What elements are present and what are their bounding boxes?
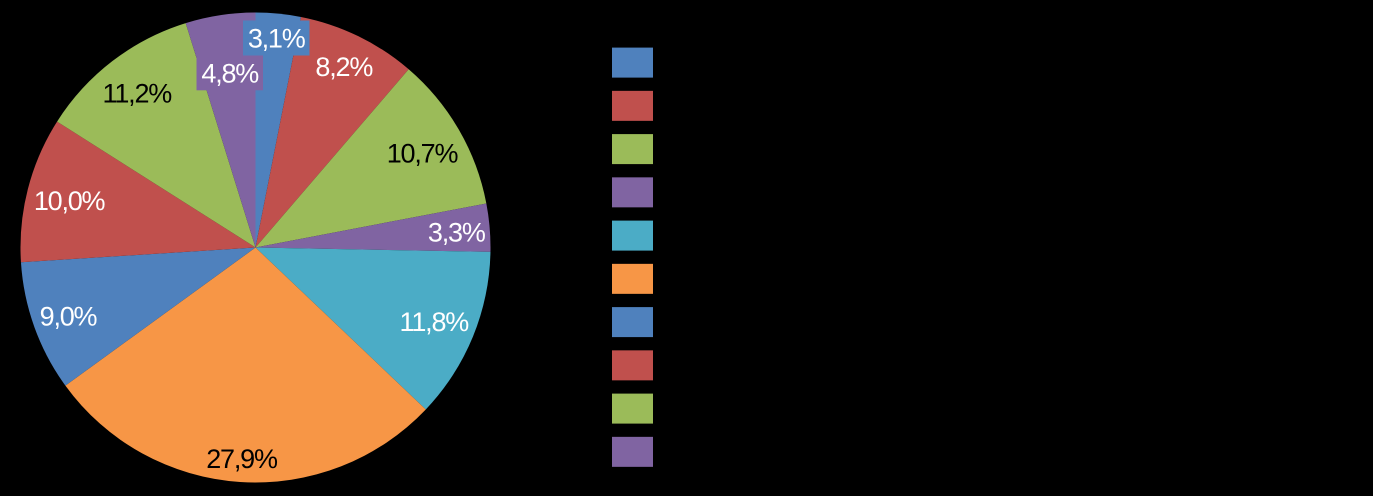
- svg-text:11,8%: 11,8%: [400, 307, 470, 337]
- svg-text:3,3%: 3,3%: [428, 217, 486, 247]
- svg-text:3,1%: 3,1%: [248, 24, 306, 54]
- svg-text:10,0%: 10,0%: [34, 186, 106, 216]
- svg-text:10,7%: 10,7%: [387, 139, 459, 169]
- svg-text:8,2%: 8,2%: [315, 52, 373, 82]
- svg-text:11,2%: 11,2%: [103, 79, 173, 109]
- svg-text:27,9%: 27,9%: [206, 444, 278, 474]
- svg-text:4,8%: 4,8%: [201, 59, 259, 89]
- svg-text:9,0%: 9,0%: [40, 301, 98, 331]
